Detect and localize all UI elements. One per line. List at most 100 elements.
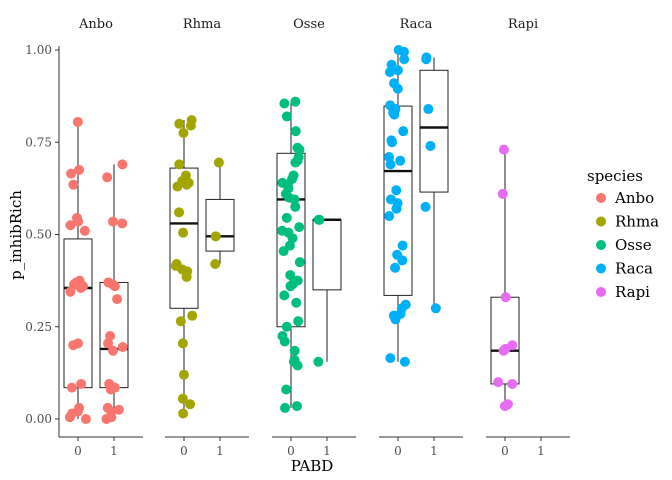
- facet-strip-label: Raca: [400, 17, 433, 32]
- data-point: [420, 201, 431, 212]
- data-point: [178, 369, 189, 380]
- data-point: [117, 159, 128, 170]
- data-point: [391, 185, 402, 196]
- data-point: [76, 378, 87, 389]
- data-point: [290, 126, 301, 137]
- data-point: [174, 118, 185, 129]
- data-point: [112, 294, 123, 305]
- data-point: [113, 404, 124, 415]
- facet-strip-label: Osse: [293, 17, 325, 32]
- legend-label-rapi: Rapi: [615, 283, 650, 301]
- data-point: [397, 255, 408, 266]
- legend-key-rapi: [596, 287, 606, 297]
- data-point: [65, 286, 76, 297]
- data-point: [384, 211, 395, 222]
- x-tick-label: 1: [537, 444, 545, 458]
- data-point: [101, 414, 112, 424]
- facet-panel-raca: Raca 0 1: [379, 17, 463, 458]
- data-point: [181, 179, 192, 190]
- data-point: [280, 402, 291, 413]
- data-point: [279, 98, 290, 109]
- data-point: [74, 164, 85, 175]
- data-point: [68, 179, 79, 190]
- legend-title: species: [587, 167, 643, 185]
- y-tick-label: 0.00: [25, 412, 52, 426]
- data-point: [68, 340, 79, 351]
- data-point: [395, 155, 406, 166]
- data-point: [172, 181, 183, 192]
- y-tick-label: 0.25: [25, 320, 52, 334]
- facet-strip-label: Anbo: [78, 17, 113, 32]
- x-tick-label: 1: [216, 444, 224, 458]
- box: [169, 167, 199, 309]
- legend-label-rhma: Rhma: [615, 213, 659, 231]
- y-axis-title: p_inhibRich: [7, 190, 25, 280]
- data-point: [291, 297, 302, 308]
- data-point: [398, 46, 409, 57]
- data-point: [313, 356, 324, 367]
- data-point: [281, 321, 292, 332]
- data-point: [177, 338, 188, 349]
- data-point: [75, 283, 86, 294]
- data-point: [187, 310, 198, 321]
- data-point: [181, 271, 192, 282]
- data-point: [289, 345, 300, 356]
- data-point: [493, 377, 504, 388]
- data-point: [507, 378, 518, 389]
- data-point: [174, 207, 185, 218]
- legend-label-anbo: Anbo: [614, 189, 654, 207]
- data-point: [292, 360, 303, 371]
- y-axis: 0.00 0.25 0.50 0.75 1.00: [25, 43, 60, 437]
- data-point: [108, 345, 119, 356]
- data-point: [314, 214, 325, 225]
- data-point: [423, 104, 434, 115]
- data-point: [289, 194, 300, 205]
- x-tick-label: 0: [394, 444, 402, 458]
- data-point: [391, 203, 402, 214]
- x-tick-label: 0: [180, 444, 188, 458]
- facet-panel-rapi: Rapi 0 1: [486, 17, 570, 458]
- data-point: [389, 109, 400, 120]
- data-point: [210, 231, 221, 242]
- x-tick-label: 1: [323, 444, 331, 458]
- x-tick-label: 1: [430, 444, 438, 458]
- legend-key-anbo: [596, 193, 606, 203]
- data-point: [72, 116, 83, 127]
- data-point: [294, 257, 305, 268]
- data-point: [103, 338, 114, 349]
- data-point: [281, 212, 292, 223]
- data-point: [107, 216, 118, 227]
- data-point: [66, 168, 77, 179]
- legend: species Anbo Rhma Osse Raca Rapi: [587, 167, 659, 301]
- data-point: [497, 188, 508, 199]
- data-point: [105, 384, 116, 395]
- box: [205, 198, 235, 252]
- data-point: [399, 54, 410, 65]
- data-point: [294, 144, 305, 155]
- data-point: [385, 353, 396, 364]
- x-tick-label: 1: [110, 444, 118, 458]
- facet-strip-label: Rapi: [508, 17, 538, 32]
- data-point: [498, 144, 509, 155]
- data-point: [281, 384, 292, 395]
- legend-label-raca: Raca: [615, 260, 653, 278]
- facet-strip-label: Rhma: [183, 17, 221, 32]
- data-point: [174, 159, 185, 170]
- data-point: [392, 83, 403, 94]
- data-point: [430, 303, 441, 314]
- box: [312, 219, 342, 291]
- data-point: [185, 120, 196, 131]
- data-point: [73, 216, 84, 227]
- data-point: [178, 408, 189, 419]
- legend-label-osse: Osse: [615, 236, 652, 254]
- facet-panel-rhma: Rhma 0 1: [165, 17, 249, 458]
- x-tick-label: 0: [501, 444, 509, 458]
- data-point: [178, 128, 189, 139]
- data-point: [398, 126, 409, 137]
- data-point: [185, 399, 196, 410]
- box: [419, 69, 449, 193]
- x-tick-label: 0: [287, 444, 295, 458]
- data-point: [178, 227, 189, 238]
- data-point: [500, 292, 511, 303]
